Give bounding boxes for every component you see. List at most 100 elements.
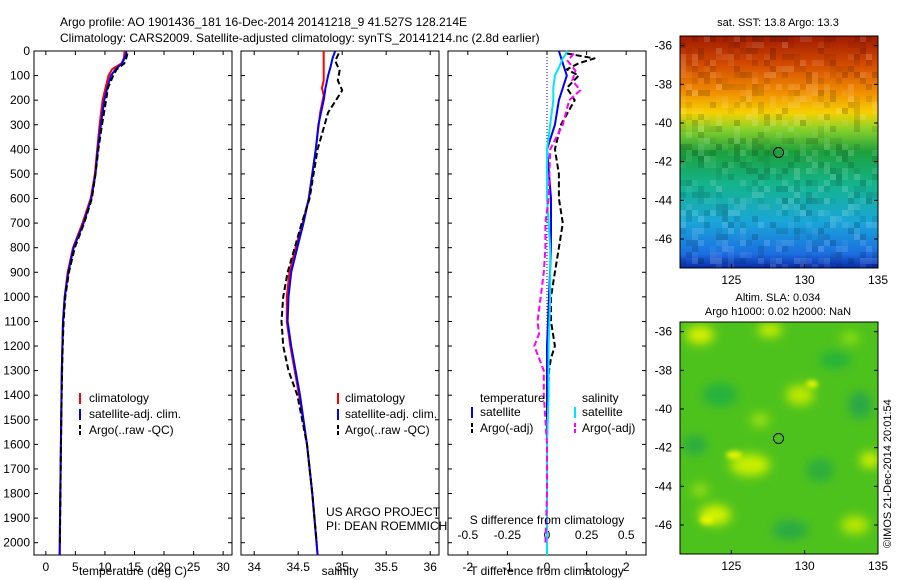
sst-map-panel: sat. SST: 13.8 Argo: 13.3 -36 -38 -40 -42 -4…: [655, 17, 889, 287]
sst-pixel: [782, 186, 788, 192]
sst-pixel: [782, 210, 788, 216]
sst-pixel: [872, 222, 878, 228]
sst-pixel: [764, 150, 770, 156]
sst-pixel: [680, 144, 686, 150]
sst-pixel: [764, 168, 770, 174]
sst-pixel: [818, 90, 824, 96]
sst-pixel: [734, 216, 740, 222]
lat-tick-label: -42: [655, 155, 673, 169]
depth-tick-label: 1500: [3, 413, 30, 427]
sst-pixel: [830, 252, 836, 258]
temperature-profile-panel: 0100200300400500600700800900100011001200…: [3, 44, 233, 578]
sst-pixel: [716, 186, 722, 192]
sst-pixel: [686, 204, 692, 210]
sst-pixel: [752, 84, 758, 90]
sst-pixel: [686, 90, 692, 96]
sst-longitude-ticks: 125 130 135: [721, 264, 888, 287]
sst-pixel: [752, 72, 758, 78]
sst-pixel: [776, 174, 782, 180]
depth-tick-label: 800: [10, 241, 30, 255]
sst-pixel: [710, 72, 716, 78]
difference-series: [533, 50, 596, 555]
salinity-axis-label: salinity: [322, 564, 359, 578]
header-line-1: Argo profile: AO 1901436_181 16-Dec-2014…: [60, 15, 467, 29]
sst-pixel: [764, 186, 770, 192]
sst-pixel: [734, 126, 740, 132]
sst-pixel: [800, 144, 806, 150]
sst-pixel: [764, 84, 770, 90]
sst-pixel: [704, 114, 710, 120]
depth-tick-label: 500: [10, 167, 30, 181]
sst-pixel: [836, 66, 842, 72]
sst-pixel: [728, 84, 734, 90]
sst-pixel: [800, 204, 806, 210]
sst-pixel: [758, 84, 764, 90]
sst-pixel: [812, 228, 818, 234]
sst-pixel: [680, 180, 686, 186]
sst-pixel: [764, 240, 770, 246]
sst-pixel: [800, 36, 806, 42]
sst-pixel: [776, 84, 782, 90]
legend-label-argo: Argo(..raw -QC): [89, 423, 174, 437]
sst-pixel: [692, 66, 698, 72]
sst-pixel: [782, 168, 788, 174]
sst-pixel: [812, 150, 818, 156]
series-line-argo-raw-qc: [280, 53, 344, 543]
sst-pixel: [728, 174, 734, 180]
sst-pixel: [848, 54, 854, 60]
sst-pixel: [830, 150, 836, 156]
sst-pixel: [716, 96, 722, 102]
sst-pixel: [728, 210, 734, 216]
sst-pixel: [860, 264, 866, 268]
sst-pixel: [866, 96, 872, 102]
sst-pixel: [758, 192, 764, 198]
lat-tick-label: -46: [655, 518, 673, 532]
sst-pixel: [872, 126, 878, 132]
sst-pixel: [692, 258, 698, 264]
sst-pixel: [710, 36, 716, 42]
sst-pixel: [812, 90, 818, 96]
sst-pixel: [830, 36, 836, 42]
sst-pixel: [680, 42, 686, 48]
sst-pixel: [686, 48, 692, 54]
sst-pixel: [698, 48, 704, 54]
argo-location-marker: [773, 433, 784, 444]
sst-pixel: [860, 72, 866, 78]
sst-pixel: [842, 222, 848, 228]
sst-pixel: [764, 72, 770, 78]
sst-pixel: [824, 102, 830, 108]
sst-pixel: [704, 126, 710, 132]
sst-pixel: [740, 102, 746, 108]
sst-pixel: [740, 96, 746, 102]
sst-pixel: [800, 66, 806, 72]
sst-pixel: [818, 78, 824, 84]
sst-pixel: [722, 204, 728, 210]
sst-pixel: [752, 120, 758, 126]
sst-pixel: [776, 210, 782, 216]
sst-pixel: [782, 54, 788, 60]
sst-pixel: [806, 258, 812, 264]
sst-pixel: [680, 72, 686, 78]
sst-pixel: [848, 42, 854, 48]
sst-pixel: [860, 186, 866, 192]
sst-pixel: [800, 150, 806, 156]
sst-pixel: [752, 36, 758, 42]
sst-pixel: [758, 36, 764, 42]
sst-pixel: [806, 168, 812, 174]
sst-pixel: [692, 192, 698, 198]
lon-tick-label: 135: [868, 273, 888, 287]
depth-tick-label: 1600: [3, 437, 30, 451]
sst-pixel: [704, 210, 710, 216]
x-tick-label: 35.5: [375, 560, 399, 574]
sst-pixel: [854, 168, 860, 174]
sst-pixel: [794, 210, 800, 216]
sst-pixel: [710, 144, 716, 150]
sst-pixel: [848, 192, 854, 198]
sst-pixel: [788, 36, 794, 42]
sst-pixel: [812, 180, 818, 186]
sst-pixel: [806, 222, 812, 228]
sst-pixel: [764, 60, 770, 66]
sst-pixel: [764, 78, 770, 84]
sst-pixel: [770, 96, 776, 102]
lat-tick-label: -36: [655, 39, 673, 53]
